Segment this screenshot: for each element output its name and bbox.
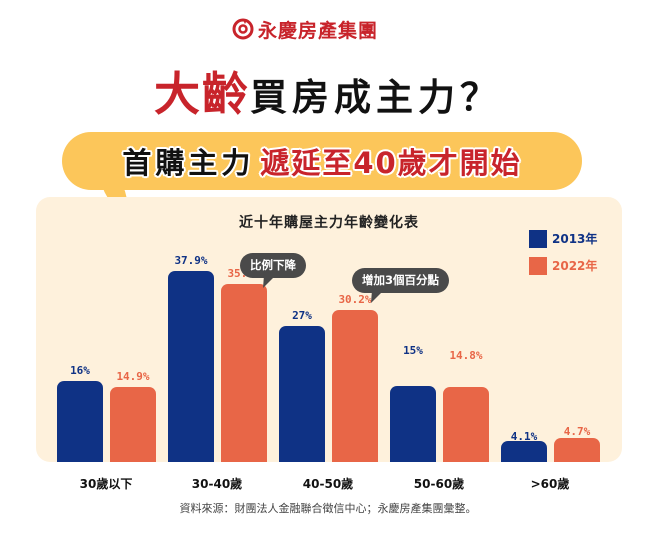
bar-2022-30to40	[221, 284, 267, 462]
subtitle: 首購主力 遞延至40歲才開始	[62, 132, 582, 190]
legend-swatch-2013	[529, 229, 547, 248]
subtitle-bubble	[62, 132, 582, 190]
bar-2022-40to50	[332, 310, 378, 462]
callout-increase: 增加3個百分點	[352, 268, 450, 293]
subtitle-red: 遞延至40歲才開始	[260, 146, 522, 180]
value-label-2022-40to50: 30.2%	[338, 293, 372, 306]
bar-2013-50to60	[390, 386, 436, 462]
bar-2013-over60	[501, 441, 547, 462]
headline-emphasis: 大齡	[154, 67, 250, 121]
brand-name: 永慶房產集團	[258, 19, 379, 42]
headline: 大齡買房成主力？	[0, 58, 656, 124]
value-label-2022-50to60: 14.8%	[449, 349, 483, 362]
bar-2022-50to60	[443, 387, 489, 462]
value-label-2013-over60: 4.1%	[510, 430, 538, 443]
bar-2022-over60	[554, 438, 600, 462]
category-label-50to60: 50-60歲	[413, 477, 465, 491]
category-label-over60: >60歲	[530, 477, 570, 491]
legend-item-2013: 2013年	[529, 229, 597, 248]
legend-label-2013: 2013年	[552, 232, 598, 246]
value-label-2013-30to40: 37.9%	[174, 254, 208, 267]
callout-decline: 比例下降	[240, 253, 306, 278]
legend-label-2022: 2022年	[552, 259, 598, 273]
category-label-30to40: 30-40歲	[191, 477, 243, 491]
bar-2022-under30	[110, 387, 156, 462]
callout-increase-tail-icon	[371, 290, 384, 303]
bar-2013-under30	[57, 381, 103, 462]
brand-logo-icon	[232, 18, 254, 40]
category-label-40to50: 40-50歲	[302, 477, 354, 491]
value-label-2013-under30: 16%	[70, 364, 90, 377]
source-note: 資料來源：財團法人金融聯合徵信中心；永慶房產集團彙整。	[179, 502, 477, 515]
legend-item-2022: 2022年	[529, 256, 597, 275]
bar-2013-30to40	[168, 271, 214, 462]
legend-swatch-2022	[529, 256, 547, 275]
value-label-2013-40to50: 27%	[292, 309, 312, 322]
callout-decline-tail-icon	[263, 275, 276, 288]
value-label-2022-under30: 14.9%	[116, 370, 150, 383]
category-label-under30: 30歲以下	[79, 477, 133, 491]
chart-legend: 2013年 2022年	[529, 229, 597, 283]
value-label-2013-50to60: 15%	[403, 344, 423, 357]
bar-2013-40to50	[279, 326, 325, 462]
value-label-2022-over60: 4.7%	[563, 425, 591, 438]
subtitle-black: 首購主力	[122, 146, 255, 180]
brand-header: 永慶房產集團	[232, 14, 378, 44]
chart-title: 近十年購屋主力年齡變化表	[239, 215, 419, 231]
headline-rest: 買房成主力？	[250, 76, 502, 119]
